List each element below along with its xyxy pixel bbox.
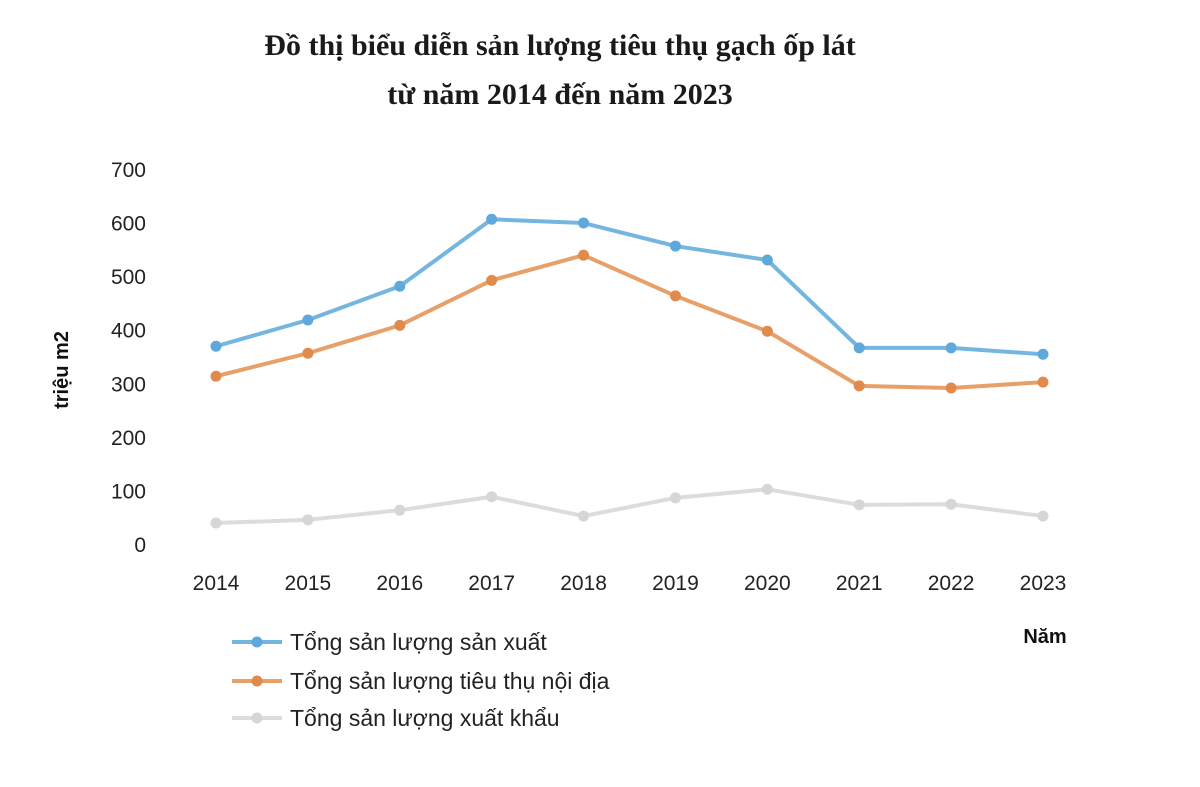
data-point [394,319,406,331]
y-axis-label: triệu m2 [51,331,73,409]
legend-marker [251,712,263,724]
legend-item: Tổng sản lượng tiêu thụ nội địa [232,668,610,694]
legend-marker [251,675,263,687]
y-tick-label: 300 [111,373,146,396]
legend-item: Tổng sản lượng sản xuất [232,629,547,655]
data-point [210,517,222,529]
y-tick-label: 100 [111,480,146,503]
data-point [669,290,681,302]
x-tick-label: 2016 [376,572,423,595]
data-point [394,504,406,516]
x-tick-label: 2019 [652,572,699,595]
x-tick-label: 2015 [285,572,332,595]
data-point [210,370,222,382]
y-tick-label: 600 [111,213,146,236]
legend-label: Tổng sản lượng xuất khẩu [290,705,560,731]
data-point [853,380,865,392]
data-point [761,325,773,337]
x-axis-label: Năm [1023,626,1066,648]
data-point [853,499,865,511]
x-tick-label: 2020 [744,572,791,595]
data-point [578,510,590,522]
legend-label: Tổng sản lượng tiêu thụ nội địa [290,668,610,694]
data-point [945,382,957,394]
series-line-2 [215,487,1044,526]
data-point [1037,510,1049,522]
series-line-0 [215,217,1044,357]
x-tick-label: 2017 [468,572,515,595]
data-point [669,492,681,504]
data-point [1037,348,1049,360]
legend-marker [251,636,263,648]
data-point [302,347,314,359]
legend-item: Tổng sản lượng xuất khẩu [232,705,560,731]
data-point [1037,376,1049,388]
y-tick-label: 500 [111,266,146,289]
x-tick-label: 2021 [836,572,883,595]
data-point [210,340,222,352]
data-point [486,213,498,225]
data-point [945,342,957,354]
data-point [761,483,773,495]
chart-title-line-2: từ năm 2014 đến năm 2023 [387,78,733,111]
data-point [302,514,314,526]
y-tick-label: 700 [111,159,146,182]
x-tick-label: 2023 [1020,572,1067,595]
x-tick-label: 2022 [928,572,975,595]
data-point [761,254,773,266]
data-point [302,314,314,326]
data-point [853,342,865,354]
series-line-1 [215,253,1044,391]
data-point [669,240,681,252]
y-tick-label: 200 [111,427,146,450]
y-tick-label: 0 [134,534,146,557]
x-tick-label: 2018 [560,572,607,595]
legend-label: Tổng sản lượng sản xuất [290,629,547,655]
data-point [945,498,957,510]
data-point [578,217,590,229]
data-point [578,249,590,261]
x-tick-label: 2014 [193,572,240,595]
data-point [486,491,498,503]
chart-title-line-1: Đồ thị biểu diễn sản lượng tiêu thụ gạch… [264,29,855,62]
data-point [486,274,498,286]
y-tick-label: 400 [111,320,146,343]
data-point [394,280,406,292]
